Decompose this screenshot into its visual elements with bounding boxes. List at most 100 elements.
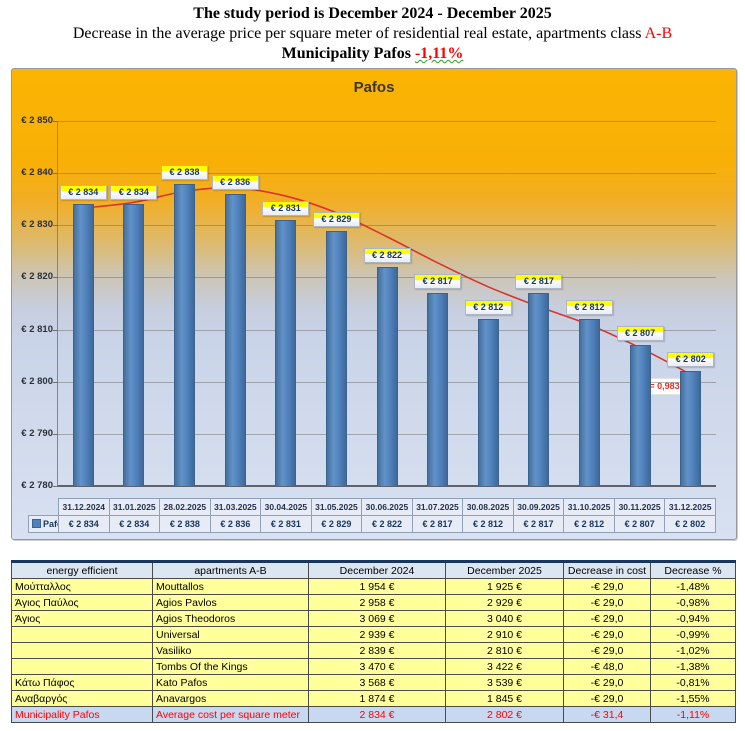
price-table-cell: Kato Pafos — [152, 674, 309, 691]
price-table-cell: -0,98% — [650, 594, 736, 611]
price-bar — [275, 220, 297, 486]
price-table-header-row: energy efficient apartments A-B December 2… — [11, 560, 736, 579]
axis-tick — [53, 121, 58, 122]
subtitle-text: Decrease in the average price per square… — [72, 25, 645, 42]
price-bar — [528, 293, 550, 486]
price-table-cell: -1,11% — [650, 706, 736, 723]
price-table-cell: -€ 29,0 — [563, 642, 651, 659]
chart-value-cell: € 2 836 — [209, 515, 262, 533]
price-table-cell: Κάτω Πάφος — [11, 674, 153, 691]
table-row: Αναβαργός Anavargos 1 874 €1 845 € -€ 29,0-… — [11, 690, 736, 707]
price-table-head: energy efficient apartments A-B December 2… — [11, 560, 736, 579]
chart-value-cell: € 2 817 — [411, 515, 464, 533]
axis-tick — [53, 330, 58, 331]
price-table-cell: Municipality Pafos — [11, 706, 153, 723]
chart-dates-row: 31.12.2024 31.01.2025 28.02.2025 31.03.2025… — [29, 498, 716, 516]
table-row: Άγιος Παύλος Agios Pavlos 2 958 €2 929 € -€… — [11, 594, 736, 611]
price-table-cell: Μούτταλλος — [11, 578, 153, 595]
price-bar — [376, 267, 398, 486]
study-period-title: The study period is December 2024 - Dece… — [193, 5, 552, 22]
price-table-cell: -1,02% — [650, 642, 736, 659]
price-table-cell: 1 874 € — [308, 690, 446, 707]
table-row: Vasiliko 2 839 €2 810 € -€ 29,0 -1,02% — [11, 642, 736, 659]
gridline — [58, 121, 716, 122]
price-table-body: Μούτταλλος Mouttallos 1 954 €1 925 € -€ 29,… — [11, 578, 736, 723]
chart-value-cell: € 2 802 — [664, 515, 716, 533]
price-table-cell: -1,48% — [650, 578, 736, 595]
bar-value-label: € 2 838 — [161, 164, 209, 180]
table-row: Universal 2 939 €2 910 € -€ 29,0 -0,99% — [11, 626, 736, 643]
price-table-cell: 1 954 € — [308, 578, 446, 595]
price-bar — [224, 194, 246, 486]
table-row: Άγιος Agios Theodoros 3 069 €3 040 € -€ 29,… — [11, 610, 736, 627]
price-table-header-cell: December 2025 — [445, 560, 564, 579]
price-table-cell: -1,55% — [650, 690, 736, 707]
chart-title: Pafos — [353, 79, 395, 96]
price-table-cell: Vasiliko — [152, 642, 309, 659]
bar-value-label: € 2 812 — [565, 300, 613, 316]
y-tick-label: € 2 850 — [21, 115, 53, 126]
chart-date-cell: 30.11.2025 — [613, 498, 666, 516]
axis-tick — [53, 173, 58, 174]
report-header: The study period is December 2024 - Dece… — [0, 3, 745, 64]
chart-value-cell: € 2 807 — [613, 515, 666, 533]
price-table-cell: 3 470 € — [308, 658, 446, 675]
price-table-cell — [11, 658, 153, 675]
gridline — [58, 225, 716, 226]
legend-pafos: Pafos — [28, 515, 59, 533]
price-bar — [578, 319, 600, 486]
price-table-cell: Άγιος — [11, 610, 153, 627]
chart-value-cell: € 2 838 — [159, 515, 211, 533]
price-table-header-cell: Decrease in cost — [563, 560, 651, 579]
price-table-header-cell: energy efficient — [11, 560, 153, 579]
bar-value-label: € 2 817 — [414, 274, 462, 290]
chart-data-table-body: 31.12.2024 31.01.2025 28.02.2025 31.03.2025… — [28, 498, 716, 533]
price-table-cell: -€ 31,4 — [563, 706, 651, 723]
y-tick-label: € 2 800 — [21, 375, 53, 387]
price-table-cell: -€ 29,0 — [563, 626, 651, 643]
chart-table-spacer — [29, 499, 59, 516]
report-subtitle: Decrease in the average price per square… — [0, 24, 745, 44]
chart-value-cell: € 2 831 — [260, 515, 312, 533]
bar-value-label: € 2 834 — [110, 185, 158, 201]
price-bar — [325, 230, 347, 486]
y-tick-label: € 2 790 — [21, 427, 53, 439]
chart-value-cell: € 2 817 — [512, 515, 565, 533]
price-table-cell: Agios Pavlos — [152, 594, 309, 611]
y-axis-labels: € 2 850 € 2 840 € 2 830 € 2 820 € 2 810 € 2 8… — [12, 115, 53, 491]
price-table-cell: 2 958 € — [308, 594, 446, 611]
table-row: Κάτω Πάφος Kato Pafos 3 568 €3 539 € -€ 29,… — [11, 674, 736, 691]
chart-date-cell: 31.01.2025 — [108, 498, 161, 516]
apartment-class-highlight: A-B — [644, 25, 673, 42]
axis-tick — [53, 277, 58, 278]
x-axis-baseline — [58, 485, 716, 487]
chart-value-cell: € 2 822 — [361, 515, 413, 533]
price-bar — [174, 183, 196, 486]
chart-value-cell: € 2 812 — [462, 515, 514, 533]
chart-value-cell: € 2 834 — [108, 515, 161, 533]
price-table-cell: -€ 29,0 — [563, 594, 651, 611]
bar-value-label: € 2 812 — [464, 300, 512, 316]
price-table-cell: Tombs Of the Kings — [152, 658, 309, 675]
y-tick-label: € 2 810 — [21, 323, 53, 335]
bar-value-label: € 2 822 — [363, 248, 411, 263]
bar-value-label: € 2 831 — [262, 201, 310, 217]
price-table-cell — [11, 626, 153, 643]
table-row: Μούτταλλος Mouttallos 1 954 €1 925 € -€ 29,… — [11, 578, 736, 595]
bar-value-label: € 2 817 — [515, 274, 563, 290]
price-bar — [427, 293, 449, 486]
bar-value-label: € 2 829 — [312, 211, 360, 227]
chart-date-cell: 28.02.2025 — [159, 498, 211, 516]
price-bar — [72, 204, 94, 486]
chart-date-cell: 30.08.2025 — [462, 498, 514, 516]
price-table-cell: -1,38% — [650, 658, 736, 675]
price-table-header-cell: apartments A-B — [152, 560, 309, 579]
price-table-cell: Agios Theodoros — [152, 610, 309, 627]
bar-value-label: € 2 834 — [59, 185, 107, 201]
price-table-cell: 3 539 € — [445, 674, 564, 691]
price-table-cell: 3 568 € — [308, 674, 446, 691]
price-table-cell: -€ 29,0 — [563, 690, 651, 707]
municipality-line: Municipality Pafos -1,11% — [0, 44, 745, 64]
chart-values-row: Pafos€ 2 834€ 2 834€ 2 838€ 2 836€ 2 831… — [28, 515, 716, 533]
price-table-cell: 1 925 € — [445, 578, 564, 595]
